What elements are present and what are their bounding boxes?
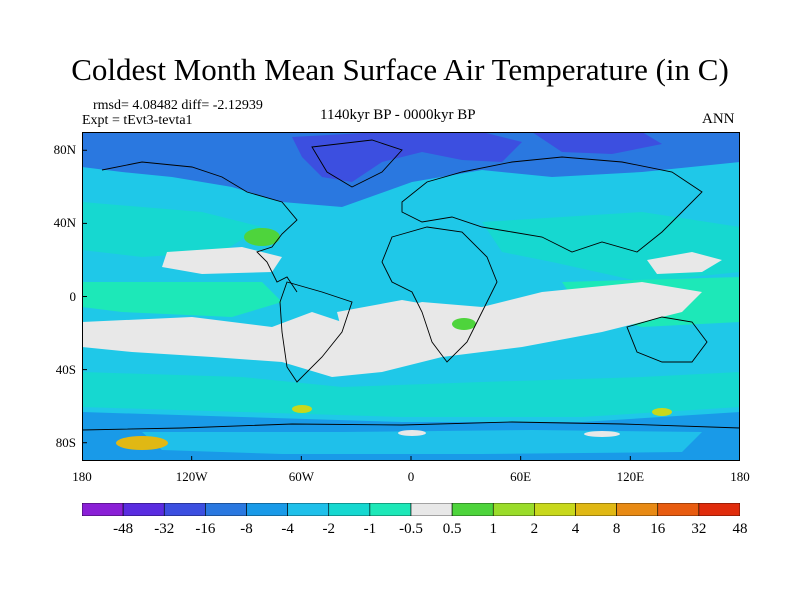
colorbar-swatch xyxy=(328,502,371,517)
colorbar-level-label: -32 xyxy=(154,521,175,537)
antarctic-warm-spot-2 xyxy=(292,405,312,413)
lat-tick-label: 80N xyxy=(53,142,76,158)
midlat-light-anomaly xyxy=(82,202,262,257)
lat-tick-label: 40S xyxy=(55,361,76,377)
colorbar-level-label: 4 xyxy=(571,521,580,537)
colorbar-swatch xyxy=(287,502,330,517)
season-label: ANN xyxy=(702,111,735,127)
west-pacific-neutral xyxy=(647,252,722,274)
north-america-coast xyxy=(101,161,298,293)
tropics-mixed xyxy=(82,282,282,317)
colorbar-level-label: 1 xyxy=(489,521,498,537)
australia-coast xyxy=(626,316,708,363)
south-atlantic-neutral xyxy=(337,300,442,342)
anomaly-fields xyxy=(82,132,740,461)
period-label: 1140kyr BP - 0000kyr BP xyxy=(320,107,476,123)
antarctica-coast xyxy=(82,421,740,431)
lon-tick-label: 180 xyxy=(730,469,750,484)
colorbar xyxy=(81,502,741,517)
lon-tick-label: 120E xyxy=(616,469,645,484)
map-title: Coldest Month Mean Surface Air Temperatu… xyxy=(71,52,729,87)
colorbar-swatch xyxy=(657,502,700,517)
lon-tick-label: 0 xyxy=(407,469,415,484)
colorbar-swatch xyxy=(163,502,206,517)
colorbar-level-label: -8 xyxy=(240,521,253,537)
colorbar-swatch xyxy=(575,502,617,517)
lat-tick-label: 80S xyxy=(55,434,76,450)
greenland-coast xyxy=(311,139,403,188)
colorbar-level-label: -2 xyxy=(322,521,336,537)
north-america-warm-spot xyxy=(244,228,280,246)
colorbar-level-label: 48 xyxy=(732,521,748,537)
colorbar-level-label: -16 xyxy=(195,521,216,537)
lon-tick-label: 60W xyxy=(288,469,314,484)
greenland-strong-cold xyxy=(292,132,522,182)
antarctic-neutral-spot xyxy=(398,430,426,436)
colorbar-swatch xyxy=(205,502,247,517)
map-canvas xyxy=(82,132,740,461)
colorbar-level-label: 2 xyxy=(530,521,539,537)
colorbar-swatch xyxy=(698,502,741,517)
colorbar-level-label: 32 xyxy=(691,521,707,537)
colorbar-swatch xyxy=(534,502,576,517)
africa-warm-spot xyxy=(452,318,476,330)
antarctic-interior-anomaly xyxy=(142,430,702,454)
experiment-label: Expt = tEvt3-tevta1 xyxy=(82,113,193,128)
colorbar-swatch xyxy=(369,502,412,517)
siberia-strong-cold xyxy=(532,132,662,154)
colorbar-swatch xyxy=(81,502,124,517)
colorbar-swatch xyxy=(451,502,494,517)
lat-tick-label: 40N xyxy=(53,215,76,231)
antarctic-warm-spot-3 xyxy=(652,408,672,416)
rmsd-diff-stats: rmsd= 4.08482 diff= -2.12939 xyxy=(93,98,263,113)
north-pacific-neutral xyxy=(162,247,282,274)
colorbar-level-label: 16 xyxy=(650,521,666,537)
lon-tick-label: 120W xyxy=(175,469,208,484)
colorbar-swatches xyxy=(81,502,741,517)
coastlines xyxy=(82,139,740,431)
colorbar-swatch xyxy=(616,502,659,517)
colorbar-level-label: -1 xyxy=(363,521,377,537)
south-america-coast xyxy=(279,281,353,383)
lat-tick-label: 0 xyxy=(69,288,77,304)
colorbar-swatch xyxy=(122,502,165,517)
colorbar-swatch xyxy=(492,502,535,517)
lon-tick-label: 60E xyxy=(510,469,532,484)
antarctic-neutral-spot-2 xyxy=(584,431,620,437)
colorbar-swatch xyxy=(410,502,453,517)
colorbar-level-label: 0.5 xyxy=(442,521,462,537)
colorbar-level-label: -48 xyxy=(113,521,134,537)
europe-asia-coast xyxy=(401,156,703,253)
colorbar-swatch xyxy=(246,502,288,517)
colorbar-level-label: -0.5 xyxy=(399,521,423,537)
africa-coast xyxy=(381,226,498,363)
colorbar-level-label: -4 xyxy=(281,521,294,537)
lon-tick-label: 180 xyxy=(72,469,92,484)
map-frame xyxy=(82,132,740,461)
temperature-map xyxy=(82,132,740,461)
colorbar-level-label: 8 xyxy=(612,521,621,537)
antarctic-warm-spot xyxy=(116,436,168,450)
south-ocean-light-anomaly xyxy=(82,372,740,417)
